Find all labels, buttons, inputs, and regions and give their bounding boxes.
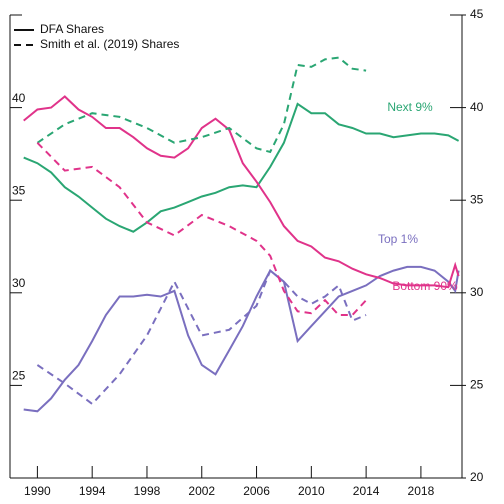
x-tick-label: 2002: [188, 484, 215, 498]
x-tick-label: 2010: [298, 484, 325, 498]
legend-label: DFA Shares: [40, 22, 104, 36]
y-tick-label: 45: [470, 7, 484, 21]
x-tick-label: 2014: [353, 484, 380, 498]
legend-label: Smith et al. (2019) Shares: [40, 37, 179, 51]
y-tick-label: 35: [470, 192, 484, 206]
x-tick-label: 1998: [134, 484, 161, 498]
series-line: [36, 142, 367, 316]
y-tick-label: 25: [12, 369, 26, 383]
y-tick-label: 30: [12, 276, 26, 290]
y-tick-label: 20: [470, 470, 484, 484]
x-tick-label: 1994: [79, 484, 106, 498]
y-tick-label: 25: [470, 378, 484, 392]
series-label: Top 1%: [378, 232, 418, 246]
series-line: [23, 95, 460, 289]
y-tick-label: 35: [12, 183, 26, 197]
y-tick-label: 30: [470, 285, 484, 299]
x-tick-label: 2018: [408, 484, 435, 498]
x-tick-label: 1990: [24, 484, 51, 498]
series-line: [36, 268, 367, 406]
x-tick-label: 2006: [243, 484, 270, 498]
y-tick-label: 40: [12, 91, 26, 105]
series-line: [36, 56, 367, 154]
y-tick-label: 40: [470, 100, 484, 114]
series-line: [23, 265, 460, 413]
series-label: Next 9%: [387, 100, 433, 114]
series-label: Bottom 90%: [392, 279, 458, 293]
series-line: [23, 102, 460, 233]
